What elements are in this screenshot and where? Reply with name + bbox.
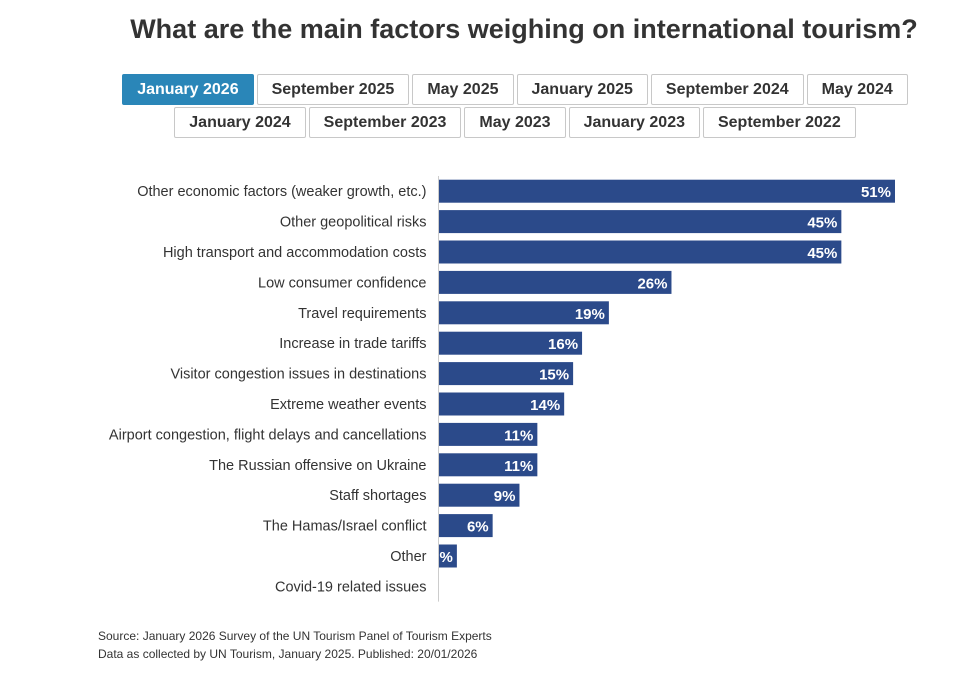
bar[interactable] — [439, 270, 672, 294]
bar[interactable] — [439, 483, 520, 507]
category-label: Extreme weather events — [270, 397, 426, 413]
data-label: 11% — [504, 458, 533, 475]
category-label: Increase in trade tariffs — [279, 336, 426, 352]
tab-may-2025[interactable]: May 2025 — [412, 74, 514, 105]
bar[interactable] — [439, 301, 609, 325]
bar[interactable] — [439, 514, 493, 538]
category-label: Staff shortages — [329, 488, 426, 504]
data-label: 45% — [807, 215, 837, 232]
category-label: Travel requirements — [298, 306, 426, 322]
data-label: % — [440, 549, 453, 566]
tab-september-2025[interactable]: September 2025 — [256, 74, 410, 105]
tab-may-2024[interactable]: May 2024 — [806, 74, 908, 105]
tab-september-2022[interactable]: September 2022 — [702, 107, 856, 138]
publication-note: Data as collected by UN Tourism, January… — [98, 647, 478, 661]
tab-january-2026[interactable]: January 2026 — [122, 74, 254, 105]
category-label: High transport and accommodation costs — [163, 245, 427, 261]
data-label: 9% — [494, 488, 516, 505]
category-label: Low consumer confidence — [258, 275, 426, 291]
source-note: Source: January 2026 Survey of the UN To… — [98, 629, 492, 643]
bar[interactable] — [439, 453, 538, 477]
bar[interactable] — [439, 240, 842, 264]
category-label: Other geopolitical risks — [280, 215, 427, 231]
bar[interactable] — [439, 179, 895, 203]
bar[interactable] — [439, 210, 842, 234]
tab-september-2023[interactable]: September 2023 — [308, 107, 462, 138]
tab-january-2024[interactable]: January 2024 — [174, 107, 306, 138]
bar[interactable] — [439, 544, 457, 568]
data-label: 19% — [575, 306, 605, 323]
data-label: 45% — [807, 245, 837, 262]
category-label: Other — [390, 549, 426, 565]
category-label: Other economic factors (weaker growth, e… — [137, 184, 426, 200]
period-tabs-row-1: January 2026 September 2025 May 2025 Januar… — [0, 74, 966, 105]
data-label: 15% — [539, 367, 569, 384]
data-label: 16% — [548, 336, 578, 353]
bar[interactable] — [439, 392, 565, 416]
chart-title: What are the main factors weighing on in… — [130, 14, 918, 44]
period-tabs-row-2: January 2024 September 2023 May 2023 Januar… — [0, 107, 966, 138]
bar[interactable] — [439, 362, 574, 386]
tab-january-2025[interactable]: January 2025 — [516, 74, 648, 105]
tab-september-2024[interactable]: September 2024 — [650, 74, 804, 105]
data-label: 11% — [504, 427, 533, 444]
category-label: Covid-19 related issues — [275, 579, 427, 595]
data-label: 14% — [530, 397, 560, 414]
tab-may-2023[interactable]: May 2023 — [464, 107, 566, 138]
data-label: 26% — [637, 275, 667, 292]
category-label: Visitor congestion issues in destination… — [170, 367, 426, 383]
category-label: The Russian offensive on Ukraine — [209, 458, 426, 474]
data-label: 51% — [861, 184, 891, 201]
data-label: 6% — [467, 519, 489, 536]
tab-january-2023[interactable]: January 2023 — [568, 107, 700, 138]
category-label: Airport congestion, flight delays and ca… — [109, 427, 427, 443]
bar[interactable] — [439, 422, 538, 446]
bar[interactable] — [439, 331, 583, 355]
category-label: The Hamas/Israel conflict — [263, 519, 427, 535]
